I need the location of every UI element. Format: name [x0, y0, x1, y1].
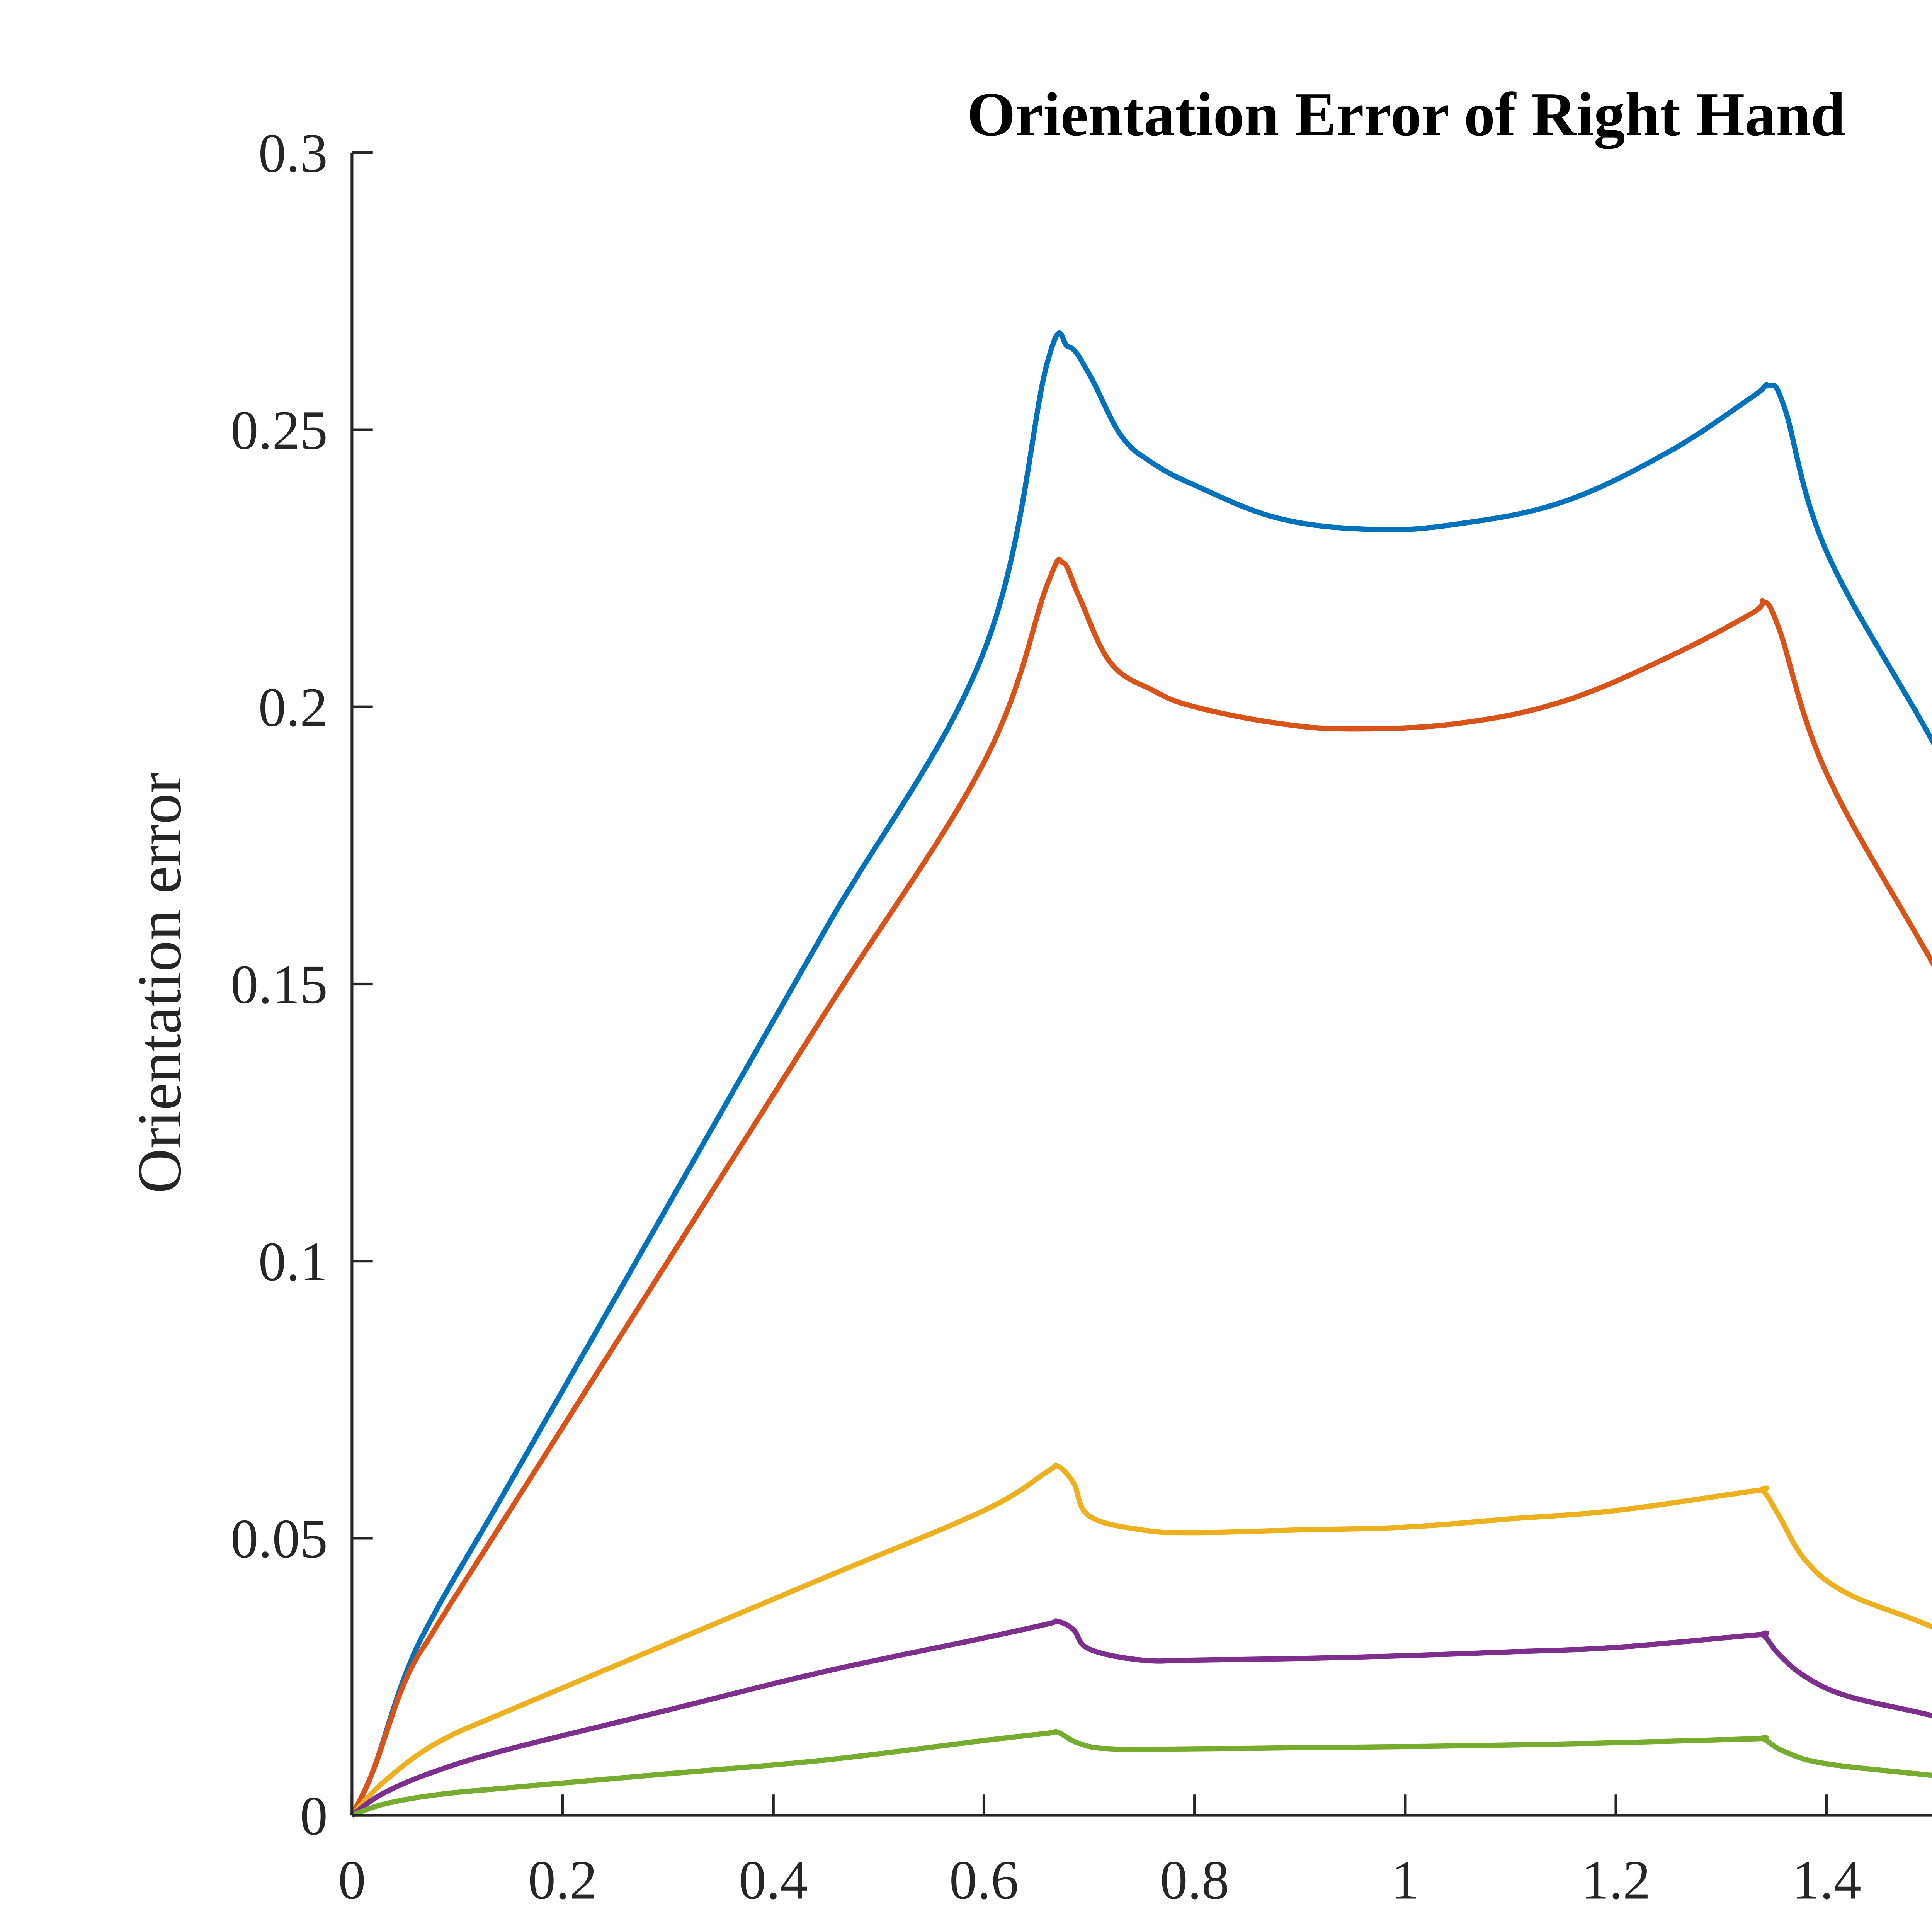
- series-line-1: [349, 556, 1932, 1816]
- plot-lines: [349, 330, 1932, 1818]
- y-ticks: 0 0.05 0.1 0.15 0.2 0.25 0.3: [231, 122, 373, 1847]
- y-tick-label: 0: [300, 1785, 328, 1847]
- x-tick-label: 0: [338, 1849, 366, 1911]
- series-line-2: [350, 1462, 1932, 1817]
- x-tick-label: 1: [1391, 1849, 1419, 1911]
- y-tick-label: 0.2: [259, 677, 328, 738]
- x-ticks: 00.20.40.60.811.21.41.61.82: [338, 1794, 1861, 1911]
- y-tick-label: 0.3: [259, 122, 328, 184]
- x-tick-label: 0.6: [949, 1849, 1019, 1911]
- y-axis-label: Orientation error: [125, 772, 194, 1194]
- x-axis-label: t (s): [1357, 1931, 1456, 1932]
- series-line-3: [350, 1618, 1932, 1818]
- series-line-0: [349, 330, 1932, 1817]
- chart-title: Orientation Error of Right Hand: [967, 80, 1845, 149]
- series-line-4: [351, 1729, 1932, 1818]
- y-tick-label: 0.05: [231, 1508, 328, 1570]
- x-tick-label: 0.8: [1160, 1849, 1229, 1911]
- x-tick-label: 1.2: [1581, 1849, 1650, 1911]
- axes: 00.20.40.60.811.21.41.61.82 00.050.10.15…: [231, 122, 1932, 1911]
- x-tick-label: 0.4: [739, 1849, 808, 1911]
- x-tick-label: 0.2: [528, 1849, 597, 1911]
- y-tick-label: 0.1: [259, 1231, 328, 1293]
- x-tick-label: 1.4: [1792, 1849, 1861, 1911]
- y-tick-label: 0.15: [231, 954, 328, 1015]
- y-tick-label: 0.25: [231, 400, 328, 461]
